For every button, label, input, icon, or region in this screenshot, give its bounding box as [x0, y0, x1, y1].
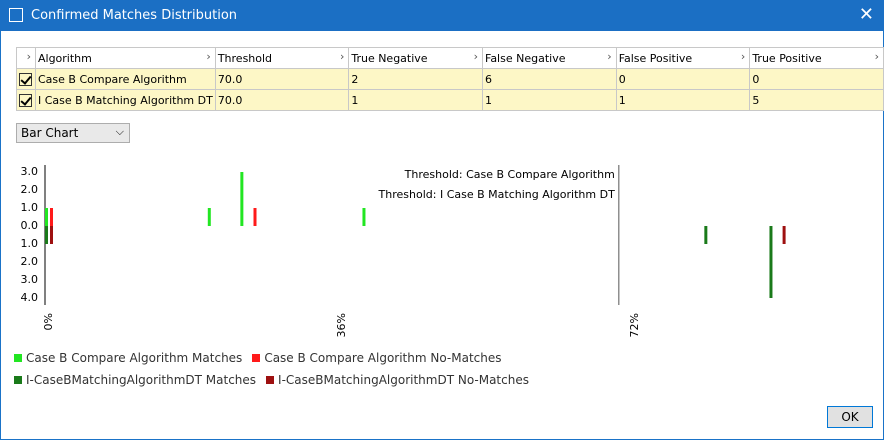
legend: Case B Compare Algorithm Matches Case B C…: [14, 351, 714, 387]
row-checkbox[interactable]: [19, 94, 32, 107]
table-cell: 5: [749, 89, 884, 111]
legend-item: I-CaseBMatchingAlgorithmDT Matches: [14, 373, 256, 387]
legend-label: Case B Compare Algorithm No-Matches: [264, 351, 502, 365]
legend-label: I-CaseBMatchingAlgorithmDT No-Matches: [278, 373, 529, 387]
table-row: I Case B Matching Algorithm DT 70.0 1 1 1 5: [16, 89, 884, 111]
column-header: True Positive ›: [749, 47, 884, 69]
bar: [704, 226, 708, 244]
legend-swatch: [14, 376, 22, 384]
legend-item: Case B Compare Algorithm No-Matches: [252, 351, 502, 365]
x-tick-label: 36%: [335, 313, 348, 337]
table-cell: 70.0: [214, 89, 350, 111]
threshold-label: Threshold: Case B Compare Algorithm: [404, 168, 615, 181]
dropdown-value: Bar Chart: [21, 126, 79, 140]
row-checkbox[interactable]: [19, 73, 32, 86]
ok-button[interactable]: OK: [827, 406, 873, 428]
table-cell: I Case B Matching Algorithm DT: [34, 89, 216, 111]
bar: [50, 226, 53, 244]
column-header: True Negative ›: [348, 47, 483, 69]
column-header-text: True Positive: [752, 51, 822, 65]
window-icon: [9, 8, 23, 22]
y-tick-label: 1.0: [21, 201, 39, 214]
bar: [769, 226, 773, 298]
legend-label: Case B Compare Algorithm Matches: [26, 351, 243, 365]
threshold-label: Threshold: I Case B Matching Algorithm D…: [378, 188, 616, 201]
table-cell: 1: [482, 89, 617, 111]
checkbox-cell: [16, 68, 36, 90]
y-tick-label: 2.0: [21, 255, 39, 268]
y-tick-label: 3.0: [21, 273, 39, 286]
close-button[interactable]: ✕: [858, 4, 874, 25]
table-cell: 6: [482, 68, 617, 90]
bar: [782, 226, 786, 244]
column-header: False Positive ›: [615, 47, 751, 69]
legend-item: Case B Compare Algorithm Matches: [14, 351, 242, 365]
legend-swatch: [14, 354, 22, 362]
bar: [240, 172, 244, 226]
window-title: Confirmed Matches Distribution: [31, 8, 238, 23]
legend-label: I-CaseBMatchingAlgorithmDT Matches: [26, 373, 257, 387]
sort-arrow: ›: [473, 50, 478, 63]
x-tick-label: 72%: [628, 313, 641, 337]
y-tick-label: 0.0: [21, 219, 39, 232]
sort-arrow: ›: [339, 50, 345, 63]
legend-item: I-CaseBMatchingAlgorithmDT No-Matches: [266, 373, 529, 387]
legend-swatch: [252, 354, 261, 362]
table-row: Case B Compare Algorithm 70.0 2 6 0 0: [16, 68, 884, 90]
sort-arrow: ›: [874, 50, 879, 63]
y-tick-label: 2.0: [21, 183, 39, 196]
column-header-text: False Positive: [618, 51, 693, 65]
results-table: › Algorithm › Threshold › True Negative › False…: [16, 47, 884, 111]
sort-arrow: ›: [206, 50, 211, 63]
table-cell: 0: [749, 68, 884, 90]
x-tick-label: 0%: [42, 313, 55, 330]
sort-arrow: ›: [607, 50, 612, 63]
bar: [362, 208, 366, 226]
column-header: Algorithm ›: [34, 47, 216, 69]
table-cell: Case B Compare Algorithm: [34, 68, 216, 90]
corner-header: ›: [16, 47, 36, 69]
table-cell: 2: [348, 68, 483, 90]
chart-type-dropdown[interactable]: Bar Chart ⌵: [16, 123, 130, 143]
column-header-text: False Negative: [485, 51, 566, 65]
bar: [207, 208, 211, 226]
bar: [50, 208, 53, 226]
column-header-text: Algorithm: [37, 51, 92, 65]
bar: [45, 226, 48, 244]
checkbox-cell: [16, 89, 36, 111]
column-header: False Negative ›: [482, 47, 617, 69]
bar: [45, 208, 48, 226]
sort-arrow: ›: [740, 50, 746, 63]
title-bar: Confirmed Matches Distribution ✕: [0, 0, 884, 31]
table-cell: 70.0: [214, 68, 350, 90]
table-cell: 0: [615, 68, 751, 90]
column-header-text: Threshold: [217, 51, 273, 65]
legend-swatch: [266, 376, 275, 384]
y-tick-label: 4.0: [21, 291, 39, 304]
y-tick-label: 1.0: [21, 237, 39, 250]
table-cell: 1: [348, 89, 483, 111]
column-header-text: True Negative: [351, 51, 428, 65]
bar: [253, 208, 257, 226]
y-tick-label: 3.0: [21, 165, 39, 178]
